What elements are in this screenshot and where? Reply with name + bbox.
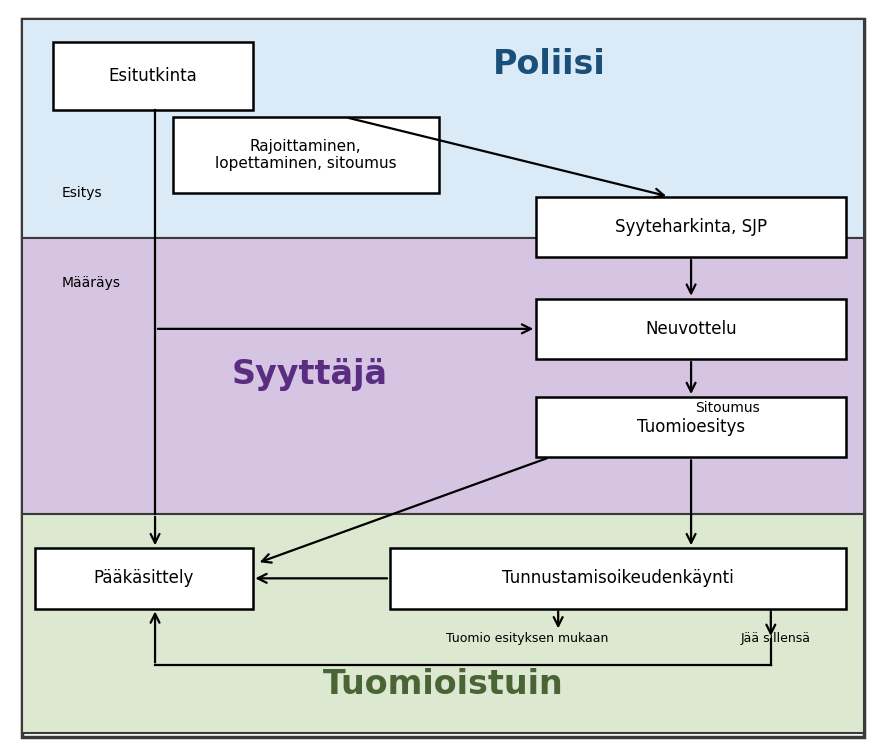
Text: Määräys: Määräys <box>62 277 121 290</box>
Text: Pääkäsittely: Pääkäsittely <box>94 569 194 587</box>
Text: Tunnustamisoikeudenkäynti: Tunnustamisoikeudenkäynti <box>502 569 734 587</box>
Bar <box>22 238 864 514</box>
Bar <box>22 19 864 238</box>
Text: Esitutkinta: Esitutkinta <box>108 67 198 85</box>
Bar <box>35 548 253 609</box>
Text: Tuomio esityksen mukaan: Tuomio esityksen mukaan <box>446 632 609 646</box>
Text: Tuomioesitys: Tuomioesitys <box>637 418 745 436</box>
Text: Jää sillensä: Jää sillensä <box>740 632 811 646</box>
Bar <box>536 197 846 257</box>
Text: Tuomioistuin: Tuomioistuin <box>323 668 563 701</box>
Bar <box>22 514 864 733</box>
Text: Esitys: Esitys <box>62 186 103 200</box>
Bar <box>536 299 846 359</box>
Bar <box>173 117 439 193</box>
Bar <box>390 548 846 609</box>
Text: Syyttäjä: Syyttäjä <box>232 358 388 391</box>
Bar <box>536 397 846 457</box>
Text: Sitoumus: Sitoumus <box>696 401 760 415</box>
Text: Syyteharkinta, SJP: Syyteharkinta, SJP <box>615 218 767 236</box>
Text: Poliisi: Poliisi <box>493 48 606 81</box>
Text: Neuvottelu: Neuvottelu <box>645 320 737 338</box>
Bar <box>53 42 253 110</box>
Text: Rajoittaminen,
lopettaminen, sitoumus: Rajoittaminen, lopettaminen, sitoumus <box>215 139 396 171</box>
